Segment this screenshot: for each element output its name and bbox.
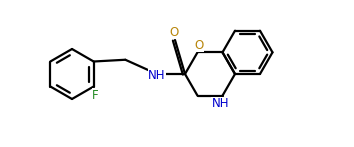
Text: NH: NH — [148, 69, 166, 81]
Text: F: F — [92, 89, 99, 102]
Text: O: O — [169, 25, 179, 39]
Text: NH: NH — [212, 97, 229, 110]
Text: O: O — [194, 39, 203, 52]
